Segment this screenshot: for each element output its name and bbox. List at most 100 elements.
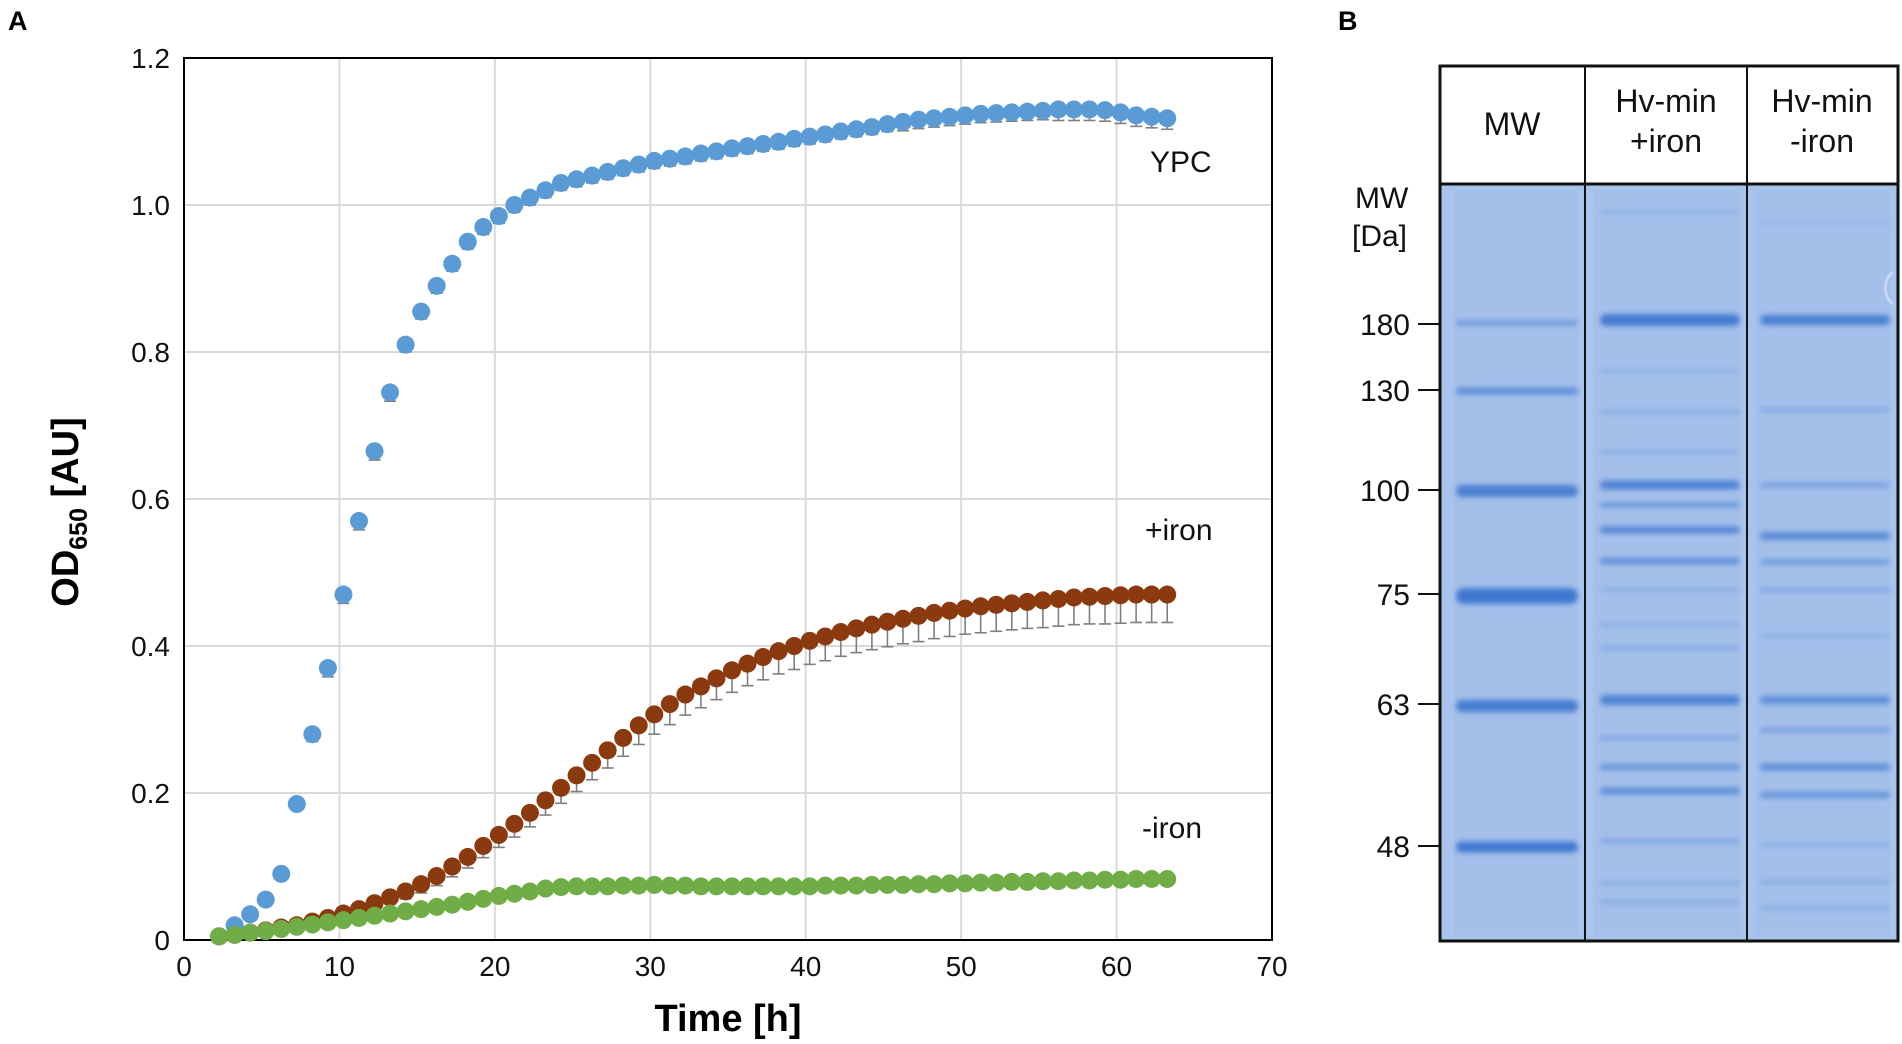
data-point — [956, 874, 975, 893]
x-tick-label: 60 — [1101, 951, 1132, 982]
y-tick-labels: 0 0.2 0.4 0.6 0.8 1.0 1.2 — [131, 43, 170, 956]
data-point — [660, 149, 679, 168]
data-point — [536, 791, 555, 810]
data-point — [412, 875, 431, 894]
data-point — [691, 877, 710, 896]
data-point — [458, 232, 477, 251]
sample-band-minus-iron — [1760, 482, 1890, 488]
data-point — [567, 877, 586, 896]
data-point — [754, 648, 773, 667]
mw-marker-label: 180 — [1360, 309, 1410, 342]
data-point — [614, 876, 633, 895]
data-point — [458, 847, 477, 866]
sample-band-plus-iron — [1600, 646, 1740, 650]
x-tick-labels: 0 10 20 30 40 50 60 70 — [176, 951, 1287, 982]
data-point — [552, 878, 571, 897]
data-point — [925, 109, 944, 128]
data-point — [272, 919, 291, 938]
y-axis-title-subscript: 650 — [65, 508, 93, 550]
mw-marker-label: 100 — [1360, 475, 1410, 508]
data-point — [334, 585, 353, 604]
sample-band-plus-iron — [1600, 695, 1740, 705]
data-point — [785, 637, 804, 655]
data-point — [1096, 587, 1115, 606]
data-point — [318, 659, 337, 678]
data-point — [443, 254, 462, 273]
sample-band-plus-iron — [1600, 881, 1740, 885]
data-point — [1018, 872, 1037, 891]
mw-axis-label-line1: MW — [1355, 182, 1409, 215]
data-point — [862, 615, 881, 634]
sample-band-plus-iron — [1600, 900, 1740, 904]
x-tick-label: 30 — [635, 951, 666, 982]
data-point — [241, 905, 260, 924]
data-point — [365, 906, 384, 925]
sample-band-minus-iron — [1760, 588, 1890, 592]
sample-band-minus-iron — [1760, 532, 1890, 540]
x-axis-title: Time [h] — [654, 998, 801, 1040]
data-point — [878, 875, 897, 894]
data-point — [816, 876, 835, 895]
data-point — [645, 875, 664, 894]
data-point — [1064, 588, 1083, 607]
data-point — [940, 107, 959, 126]
series-ypc — [210, 100, 1177, 946]
data-point — [536, 879, 555, 898]
data-point — [1033, 591, 1052, 610]
sample-band-minus-iron — [1760, 906, 1890, 910]
lane-header-mw: MW — [1484, 106, 1542, 142]
x-tick-label: 70 — [1256, 951, 1287, 982]
data-point — [754, 134, 773, 153]
y-tick-label: 0.6 — [131, 484, 170, 515]
data-point — [427, 897, 446, 916]
panel-label-b: B — [1338, 6, 1358, 36]
sample-band-minus-iron — [1760, 559, 1890, 565]
sample-band-plus-iron — [1600, 623, 1740, 627]
data-point — [971, 873, 990, 892]
data-point — [987, 595, 1006, 614]
data-point — [707, 142, 726, 161]
sample-band-plus-iron — [1600, 526, 1740, 534]
data-point — [505, 814, 524, 833]
chart-grid — [184, 58, 1272, 940]
data-point — [1064, 871, 1083, 890]
data-point — [769, 132, 788, 151]
data-point — [381, 888, 400, 907]
data-point — [303, 915, 322, 934]
sample-band-plus-iron — [1600, 839, 1740, 843]
data-point — [629, 876, 648, 895]
data-point — [474, 836, 493, 855]
lane-header-plus-iron-line1: Hv-min — [1615, 83, 1716, 119]
data-point — [1018, 102, 1037, 121]
data-point — [396, 335, 415, 354]
data-point — [893, 609, 912, 628]
data-point — [334, 911, 353, 930]
lane-header-plus-iron: Hv-min +iron — [1615, 83, 1716, 159]
data-point — [536, 181, 555, 200]
gel-frame — [1438, 64, 1900, 943]
x-tick-label: 20 — [479, 951, 510, 982]
data-point — [971, 597, 990, 616]
data-point — [691, 144, 710, 163]
data-point — [272, 864, 291, 883]
data-point — [1002, 872, 1021, 891]
data-point — [412, 900, 431, 919]
data-point — [645, 151, 664, 170]
sample-band-plus-iron — [1600, 558, 1740, 564]
data-point — [909, 875, 928, 894]
sample-band-minus-iron — [1760, 220, 1890, 224]
data-point — [614, 159, 633, 178]
data-point — [489, 207, 508, 226]
data-point — [520, 188, 539, 207]
growth-chart: 00.20.40.60.81.01.2 0 10 20 30 40 50 60 70 YPC … — [45, 43, 1288, 1040]
series-label-minus-iron: -iron — [1142, 812, 1202, 845]
data-point — [1127, 106, 1146, 125]
data-point — [1018, 592, 1037, 611]
data-point — [412, 302, 431, 321]
sample-band-plus-iron — [1600, 764, 1740, 770]
data-point — [520, 882, 539, 901]
lane-header-minus-iron-line1: Hv-min — [1771, 83, 1872, 119]
data-point — [987, 873, 1006, 892]
data-point — [800, 631, 819, 650]
